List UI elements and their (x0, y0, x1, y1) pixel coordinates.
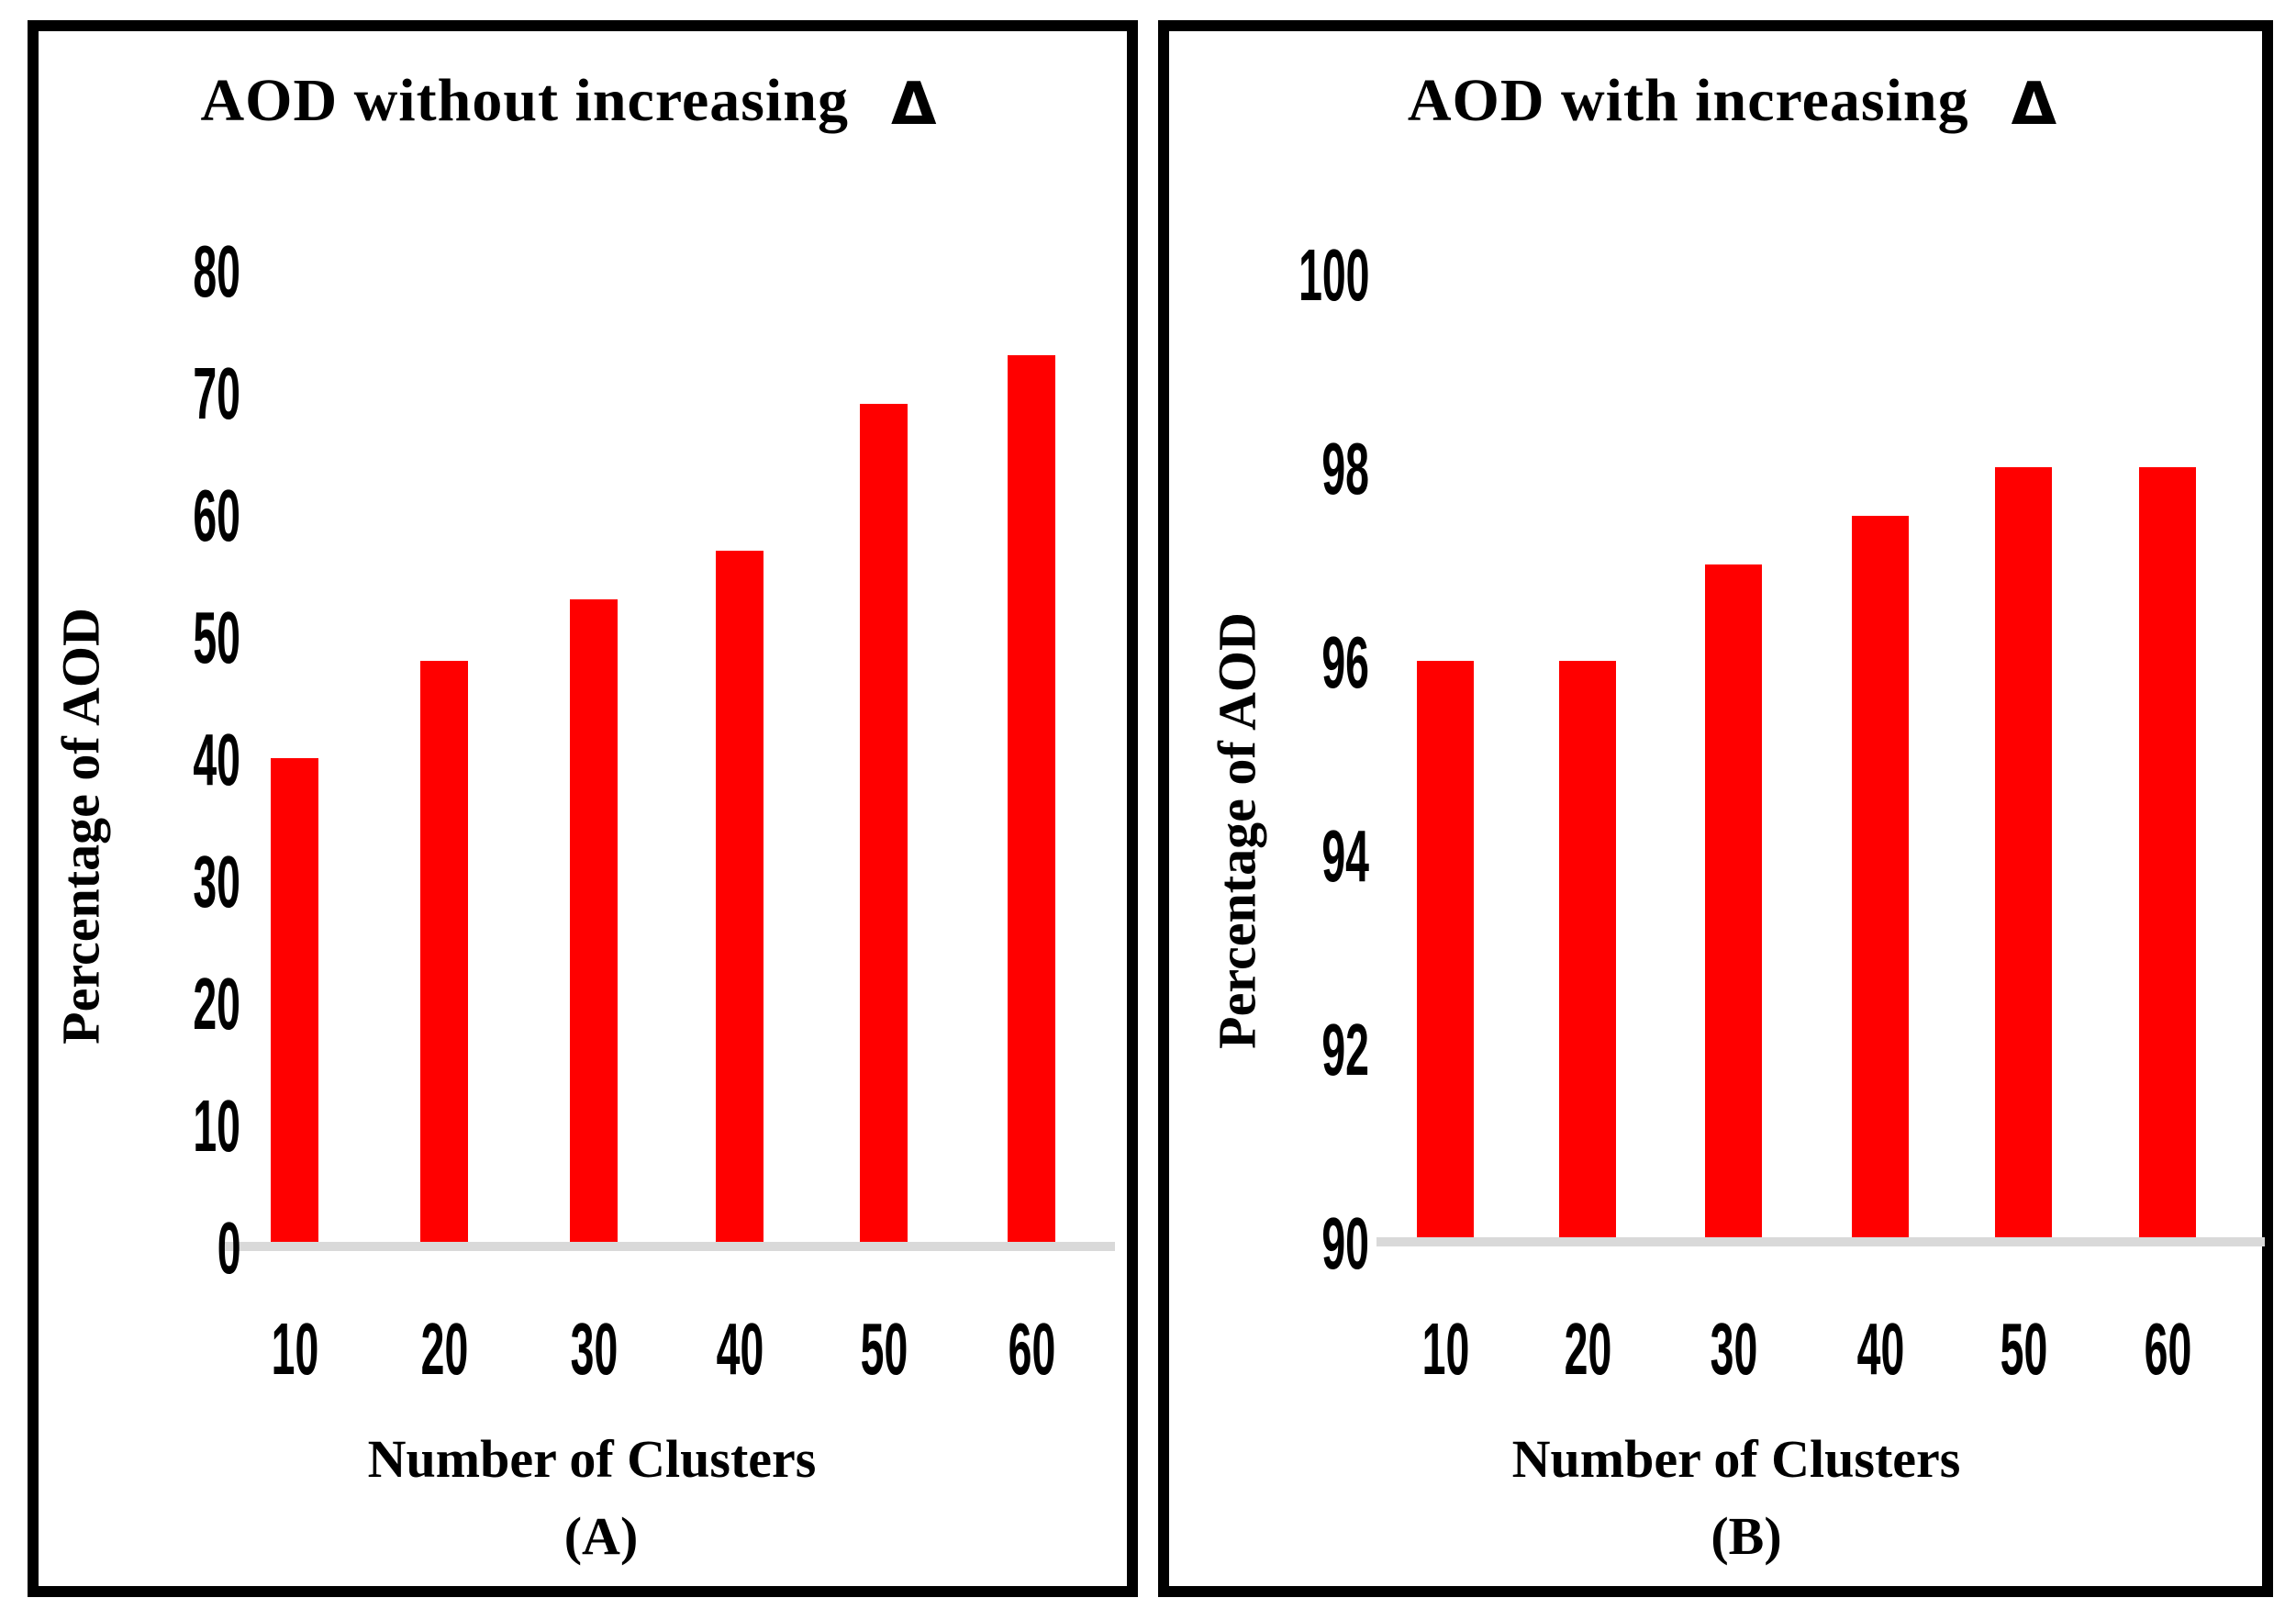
y-tick-text: 70 (193, 352, 240, 434)
bar-60 (2139, 467, 2196, 1237)
chart-b-x-axis-title: Number of Clusters (1511, 1429, 1961, 1489)
x-tick-text: 40 (716, 1308, 763, 1390)
bar-20 (1559, 661, 1616, 1237)
bar-20 (420, 660, 468, 1242)
y-tick-label: 40 (39, 723, 240, 797)
x-tick-label: 50 (1923, 1313, 2124, 1386)
y-tick-text: 20 (193, 963, 240, 1045)
y-tick-label: 96 (1167, 626, 1369, 699)
y-tick-text: 0 (217, 1207, 240, 1289)
x-tick-text: 50 (860, 1308, 908, 1390)
x-tick-label: 60 (931, 1313, 1132, 1386)
bar-40 (716, 550, 763, 1242)
x-tick-label: 30 (493, 1313, 695, 1386)
x-tick-text: 30 (1710, 1308, 1757, 1390)
delta-icon: Δ (2011, 71, 2058, 139)
x-tick-label: 40 (639, 1313, 841, 1386)
bar-40 (1852, 515, 1909, 1237)
x-axis-line (1376, 1237, 2265, 1246)
y-tick-label: 50 (39, 601, 240, 675)
y-tick-text: 94 (1321, 815, 1369, 897)
y-tick-text: 96 (1321, 621, 1369, 703)
bar-30 (1705, 564, 1762, 1237)
x-tick-label: 20 (1487, 1313, 1689, 1386)
delta-icon: Δ (890, 71, 938, 139)
y-tick-text: 90 (1321, 1202, 1369, 1284)
bar-50 (1995, 467, 2052, 1237)
chart-a-caption: (A) (563, 1506, 639, 1566)
y-tick-text: 92 (1321, 1009, 1369, 1090)
x-tick-label: 10 (1344, 1313, 1546, 1386)
y-tick-text: 50 (193, 597, 240, 678)
x-tick-label: 50 (783, 1313, 985, 1386)
chart-b-title: AOD with increasing Δ (1407, 66, 2058, 139)
x-tick-text: 10 (271, 1308, 318, 1390)
y-tick-label: 30 (39, 845, 240, 919)
x-tick-label: 10 (194, 1313, 396, 1386)
chart-b-title-text: AOD with increasing (1407, 67, 1969, 134)
bar-10 (1417, 661, 1474, 1237)
y-tick-label: 0 (39, 1212, 240, 1285)
x-tick-text: 40 (1856, 1308, 1904, 1390)
x-tick-text: 60 (2144, 1308, 2191, 1390)
panel-a-frame (28, 20, 1138, 1597)
bar-10 (271, 758, 318, 1242)
y-tick-text: 30 (193, 841, 240, 922)
y-tick-label: 94 (1167, 820, 1369, 893)
x-tick-text: 30 (570, 1308, 618, 1390)
y-tick-label: 70 (39, 357, 240, 430)
x-tick-label: 30 (1633, 1313, 1834, 1386)
panel-b-frame (1158, 20, 2273, 1597)
y-tick-text: 10 (193, 1085, 240, 1167)
chart-a-title-text: AOD without increasing (200, 67, 849, 134)
y-tick-text: 60 (193, 475, 240, 556)
x-tick-text: 20 (1564, 1308, 1611, 1390)
x-tick-text: 10 (1421, 1308, 1469, 1390)
x-tick-text: 60 (1008, 1308, 1055, 1390)
y-tick-label: 98 (1167, 432, 1369, 506)
y-tick-label: 100 (1167, 239, 1369, 312)
y-tick-label: 10 (39, 1089, 240, 1163)
bar-30 (570, 599, 618, 1242)
y-tick-label: 90 (1167, 1207, 1369, 1280)
x-tick-label: 20 (343, 1313, 545, 1386)
bar-60 (1008, 355, 1055, 1242)
y-tick-label: 20 (39, 967, 240, 1041)
y-tick-text: 100 (1298, 234, 1369, 316)
y-tick-text: 98 (1321, 428, 1369, 509)
x-tick-label: 40 (1779, 1313, 1981, 1386)
y-tick-label: 92 (1167, 1013, 1369, 1087)
y-tick-label: 60 (39, 479, 240, 553)
x-tick-text: 50 (2000, 1308, 2047, 1390)
x-tick-label: 60 (2067, 1313, 2268, 1386)
y-tick-text: 40 (193, 719, 240, 800)
y-tick-text: 80 (193, 230, 240, 312)
chart-a-title: AOD without increasing Δ (200, 66, 938, 139)
y-tick-label: 80 (39, 235, 240, 308)
bar-50 (860, 404, 908, 1242)
x-tick-text: 20 (420, 1308, 468, 1390)
chart-b-caption: (B) (1711, 1506, 1782, 1566)
chart-a-x-axis-title: Number of Clusters (367, 1429, 817, 1489)
x-axis-line (225, 1242, 1115, 1251)
